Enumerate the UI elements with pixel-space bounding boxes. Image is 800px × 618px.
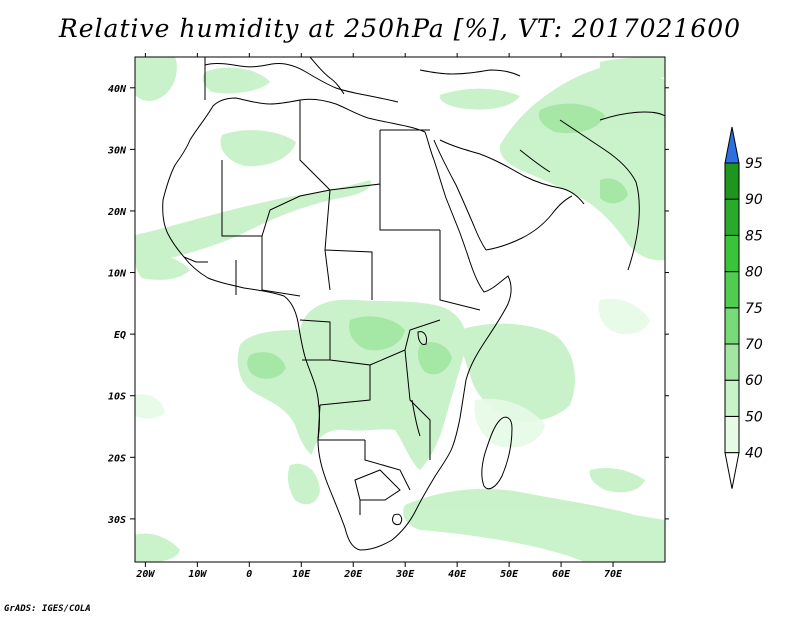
lon-tick-label: 10W — [188, 569, 207, 580]
madagascar-coastline — [481, 416, 513, 490]
map-title: Relative humidity at 250hPa [%], VT: 201… — [58, 14, 742, 43]
lat-tick-label: 30S — [107, 515, 126, 526]
colorbar-label: 75 — [745, 301, 763, 317]
latitude-axis: 40N 30N 20N 10N EQ 10S 20S 30S — [107, 84, 669, 526]
longitude-axis: 20W 10W 0 10E 20E 30E 40E 50E 60E 70E — [135, 53, 623, 580]
colorbar-label: 60 — [745, 373, 763, 389]
colorbar-label: 85 — [745, 228, 763, 244]
lon-tick-label: 20W — [135, 569, 155, 580]
lat-tick-label: 40N — [108, 84, 127, 95]
grads-credit: GrADS: IGES/COLA — [4, 604, 91, 614]
colorbar-swatch — [724, 307, 740, 345]
colorbar-swatch — [724, 162, 740, 200]
colorbar-label: 90 — [745, 192, 763, 208]
lon-tick-label: 0 — [246, 569, 252, 580]
lat-tick-label: 10N — [108, 269, 127, 280]
lat-tick-label: 20N — [107, 207, 127, 218]
lon-tick-label: 30E — [395, 569, 415, 580]
lon-tick-label: 60E — [552, 569, 571, 580]
colorbar-swatch — [724, 198, 740, 236]
colorbar-label: 50 — [745, 409, 763, 425]
colorbar-swatch — [724, 415, 740, 454]
colorbar-label: 70 — [745, 337, 763, 353]
lon-tick-label: 10E — [292, 569, 311, 580]
colorbar-label: 40 — [745, 446, 763, 462]
lat-tick-label: EQ — [114, 330, 126, 341]
coastline-layer — [162, 57, 665, 551]
colorbar: 40 50 60 70 75 80 85 90 95 — [724, 126, 763, 489]
colorbar-label: 80 — [745, 265, 763, 281]
lat-tick-label: 30N — [107, 145, 127, 156]
lat-tick-label: 10S — [108, 392, 126, 403]
colorbar-label: 95 — [745, 156, 763, 172]
humidity-shading — [135, 57, 665, 562]
colorbar-upper-triangle — [724, 126, 740, 164]
colorbar-lower-triangle — [724, 452, 740, 489]
lon-tick-label: 50E — [500, 569, 519, 580]
lat-tick-label: 20S — [107, 453, 126, 464]
map-frame — [134, 56, 666, 563]
colorbar-swatch — [724, 343, 740, 381]
lon-tick-label: 70E — [604, 569, 623, 580]
colorbar-swatch — [724, 271, 740, 309]
lon-tick-label: 20E — [343, 569, 363, 580]
lon-tick-label: 40E — [448, 569, 467, 580]
colorbar-swatch — [724, 234, 740, 273]
colorbar-swatch — [724, 379, 740, 417]
africa-coastline — [162, 97, 512, 551]
